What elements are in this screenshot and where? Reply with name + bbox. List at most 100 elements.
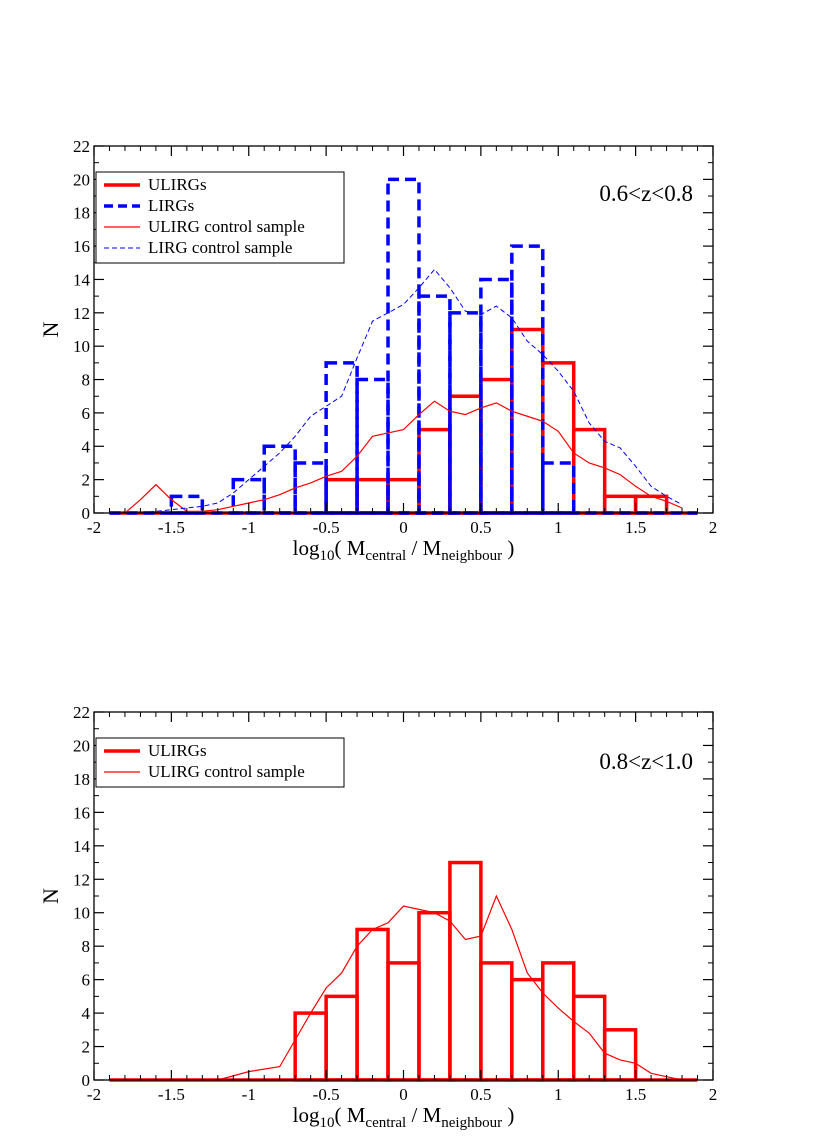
x-tick-label: 2: [709, 1085, 718, 1104]
x-tick-label: 1: [554, 1085, 563, 1104]
histogram-bar: [417, 294, 452, 515]
panel-bottom: -2 -1.5 -1 -0.5 0 0.5 1 1.5 20246810121416182022…: [38, 703, 717, 1131]
y-tick-label: 2: [82, 471, 91, 490]
y-tick-label: 12: [73, 870, 90, 889]
histogram-bar: [448, 860, 483, 1082]
control-sample-line: [124, 268, 683, 514]
histogram-bar: [571, 994, 607, 1082]
x-tick-label: -0.5: [313, 1085, 340, 1104]
histogram-bar: [386, 177, 421, 515]
y-axis-label: N: [38, 321, 63, 337]
y-tick-label: 4: [82, 1004, 91, 1023]
histogram-bar: [448, 394, 483, 515]
histogram-bar: [479, 961, 514, 1082]
histogram-bar: [231, 477, 266, 515]
legend-label: LIRG control sample: [148, 238, 292, 257]
y-tick-label: 12: [73, 304, 90, 323]
histogram-bar: [324, 477, 359, 515]
histogram-bar: [293, 1011, 328, 1082]
x-axis-label: log10( Mcentral / Mneighbour ): [293, 1103, 515, 1131]
histogram-bar: [355, 377, 390, 515]
y-tick-label: 8: [82, 371, 91, 390]
histogram-bar: [541, 461, 576, 515]
x-axis-label: log10( Mcentral / Mneighbour ): [293, 536, 515, 564]
histogram-bar: [510, 977, 545, 1082]
y-tick-label: 0: [82, 1071, 91, 1090]
redshift-annotation: 0.6<z<0.8: [599, 181, 693, 206]
y-tick-label: 4: [82, 437, 91, 456]
x-label-subscript: neighbour: [441, 548, 502, 564]
legend-label: ULIRG control sample: [148, 217, 305, 236]
histogram-bar: [324, 994, 359, 1082]
histogram-bar: [355, 477, 390, 515]
legend-label: LIRGs: [148, 196, 194, 215]
legend-label: ULIRGs: [148, 741, 207, 760]
y-tick-label: 10: [73, 904, 90, 923]
panel-top: -2 -1.5 -1 -0.5 0 0.5 1 1.5 20246810121416182022…: [38, 137, 717, 564]
histogram-bar: [293, 461, 328, 515]
y-tick-label: 16: [73, 237, 90, 256]
x-tick-label: 2: [709, 518, 718, 537]
x-tick-label: -1: [242, 1085, 256, 1104]
histogram-bar: [417, 427, 452, 515]
control-sample-line: [124, 894, 683, 1081]
series-group: [109, 860, 698, 1082]
x-label-part: / M: [406, 536, 441, 560]
y-axis-label: N: [38, 888, 63, 904]
histogram-bar: [510, 327, 545, 515]
x-label-part: ( M: [335, 536, 366, 560]
histogram-bar: [510, 244, 545, 515]
y-tick-label: 20: [73, 736, 90, 755]
x-tick-label: 1: [554, 518, 563, 537]
x-tick-label: 0: [399, 1085, 408, 1104]
histogram-bar: [448, 311, 483, 515]
x-label-subscript: central: [365, 1115, 406, 1131]
histogram-bar: [479, 377, 514, 515]
y-tick-label: 18: [73, 770, 90, 789]
x-tick-label: -1.5: [158, 518, 185, 537]
x-label-subscript: 10: [320, 1115, 335, 1131]
legend-box: [95, 737, 345, 788]
x-label-part: ): [502, 1103, 514, 1127]
histogram-bar: [355, 927, 390, 1082]
histogram-bar: [541, 361, 576, 515]
x-tick-label: 0.5: [470, 1085, 491, 1104]
y-tick-label: 16: [73, 803, 90, 822]
y-tick-label: 22: [73, 703, 90, 722]
histogram-bar: [541, 961, 576, 1082]
x-label-part: log: [293, 536, 320, 560]
redshift-annotation: 0.8<z<1.0: [599, 749, 693, 774]
x-tick-label: 1.5: [625, 518, 646, 537]
y-tick-label: 20: [73, 170, 90, 189]
y-tick-label: 18: [73, 204, 90, 223]
y-tick-label: 22: [73, 137, 90, 156]
histogram-bar: [262, 444, 297, 515]
legend-label: ULIRG control sample: [148, 762, 305, 781]
x-label-part: ): [502, 536, 514, 560]
x-tick-label: 0.5: [470, 518, 491, 537]
x-label-subscript: central: [365, 548, 406, 564]
y-tick-label: 6: [82, 971, 91, 990]
x-tick-label: 1.5: [625, 1085, 646, 1104]
x-label-subscript: 10: [320, 548, 335, 564]
x-tick-label: -2: [87, 1085, 101, 1104]
histogram-bar: [386, 961, 421, 1082]
x-tick-label: 0: [399, 518, 408, 537]
y-tick-label: 10: [73, 337, 90, 356]
x-tick-label: -0.5: [313, 518, 340, 537]
y-tick-label: 0: [82, 504, 91, 523]
legend: ULIRGs LIRGs ULIRG control sample LIRG cont…: [95, 171, 345, 264]
x-label-part: log: [293, 1103, 320, 1127]
y-tick-label: 6: [82, 404, 91, 423]
y-tick-label: 14: [73, 837, 91, 856]
histogram-bar: [571, 427, 607, 515]
x-label-part: ( M: [335, 1103, 366, 1127]
y-tick-label: 2: [82, 1038, 91, 1057]
histogram-bar: [417, 910, 452, 1082]
legend-label: ULIRGs: [148, 175, 207, 194]
x-tick-label: -1.5: [158, 1085, 185, 1104]
x-label-subscript: neighbour: [441, 1115, 502, 1131]
x-label-part: / M: [406, 1103, 441, 1127]
